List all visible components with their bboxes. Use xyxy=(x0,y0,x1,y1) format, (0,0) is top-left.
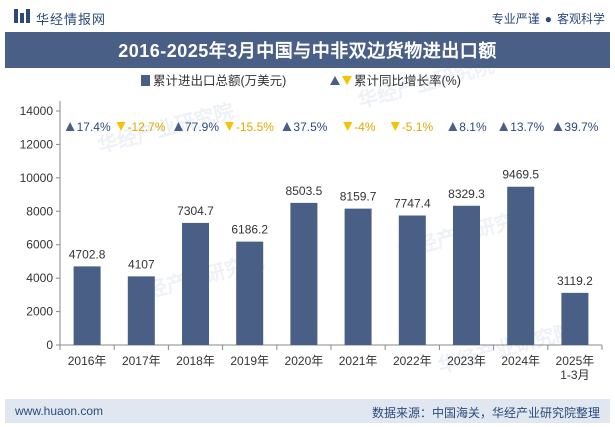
growth-up-triangle-icon xyxy=(499,122,509,131)
top-bar: 华经情报网 专业严谨 ● 客观科学 xyxy=(0,0,615,32)
brand-name: 华经情报网 xyxy=(36,12,107,27)
y-tick-label: 0 xyxy=(46,338,53,352)
bar-value-label: 7304.7 xyxy=(177,204,214,218)
y-tick-label: 10000 xyxy=(20,171,54,185)
growth-rate-label: -4% xyxy=(354,120,376,134)
y-tick-label: 6000 xyxy=(26,238,53,252)
title-bar: 2016-2025年3月中国与中非双边货物进出口额 xyxy=(5,32,610,68)
brand-logo-icon xyxy=(14,9,30,28)
footer-website: www.huaon.com xyxy=(15,404,104,418)
bar-value-label: 4702.8 xyxy=(69,247,106,261)
y-tick-label: 8000 xyxy=(26,204,53,218)
x-tick-label: 1-3月 xyxy=(560,368,589,382)
bar xyxy=(73,266,101,345)
legend-bar-label: 累计进出口总额(万美元) xyxy=(153,74,286,88)
x-tick-label: 2018年 xyxy=(176,354,215,368)
bar-value-label: 3119.2 xyxy=(557,274,593,288)
x-tick-label: 2019年 xyxy=(230,354,269,368)
chart-title: 2016-2025年3月中国与中非双边货物进出口额 xyxy=(118,41,497,61)
x-tick-label: 2022年 xyxy=(393,354,432,368)
growth-rate-label: 39.7% xyxy=(564,120,598,134)
bar xyxy=(453,205,480,345)
growth-rate-label: -5.1% xyxy=(402,120,434,134)
bar xyxy=(236,241,264,345)
x-tick-label: 2025年 xyxy=(556,354,595,368)
chart: 华经产业研究院华经产业研究院华经产业研究院华经产业研究院华经产业研究院 累计进出… xyxy=(20,68,603,382)
bar xyxy=(507,186,535,345)
footer-source: 数据来源：中国海关，华经产业研究院整理 xyxy=(371,406,600,420)
x-tick-label: 2017年 xyxy=(122,354,161,368)
x-tick-label: 2020年 xyxy=(285,354,324,368)
x-tick-label: 2023年 xyxy=(447,354,486,368)
tagline: 专业严谨 ● 客观科学 xyxy=(492,10,605,27)
growth-down-triangle-icon xyxy=(224,122,234,131)
growth-rate-label: 13.7% xyxy=(510,120,544,134)
growth-up-triangle-icon xyxy=(448,122,458,131)
growth-rate-label: 77.9% xyxy=(185,120,219,134)
brand: 华经情报网 xyxy=(14,9,106,28)
bar xyxy=(182,222,209,345)
tagline-right: 客观科学 xyxy=(556,12,605,26)
growth-rate-label: 8.1% xyxy=(459,120,487,134)
growth-rate-label: 37.5% xyxy=(293,120,327,134)
x-tick-label: 2016年 xyxy=(68,354,107,368)
growth-up-triangle-icon xyxy=(65,122,75,131)
growth-down-triangle-icon xyxy=(343,122,353,131)
growth-up-triangle-icon xyxy=(282,122,292,131)
growth-up-triangle-icon xyxy=(553,122,563,131)
bar xyxy=(561,292,589,345)
y-tick-label: 4000 xyxy=(26,271,53,285)
growth-rate-label: -12.7% xyxy=(128,120,166,134)
bar xyxy=(344,208,372,345)
y-tick-label: 12000 xyxy=(20,137,54,151)
bar-value-label: 8503.5 xyxy=(286,184,323,198)
bar xyxy=(398,215,426,345)
growth-rate-label: 17.4% xyxy=(77,120,111,134)
y-tick-label: 2000 xyxy=(26,305,53,319)
growth-labels: 17.4% -12.7% 77.9% -15.5% 37.5% -4% -5.1% 8.1% 1… xyxy=(65,120,599,134)
bar xyxy=(127,276,155,345)
footer: www.huaon.com 数据来源：中国海关，华经产业研究院整理 xyxy=(5,399,610,423)
bar xyxy=(290,202,318,345)
bar-value-label: 9469.5 xyxy=(502,168,539,182)
x-tick-label: 2021年 xyxy=(339,354,378,368)
growth-up-triangle-icon xyxy=(174,122,183,131)
tagline-left: 专业严谨 xyxy=(491,12,540,26)
legend-down-triangle-icon xyxy=(342,76,352,85)
growth-down-triangle-icon xyxy=(116,122,126,131)
growth-down-triangle-icon xyxy=(390,122,400,131)
growth-rate-label: -15.5% xyxy=(236,120,274,134)
bars: 4702.8 4107 7304.7 6186.2 8503.5 8159.7 7747.4… xyxy=(69,168,593,345)
watermarks: 华经产业研究院华经产业研究院华经产业研究院华经产业研究院华经产业研究院 xyxy=(95,68,576,378)
x-tick-label: 2024年 xyxy=(501,354,540,368)
legend-growth-label: 累计同比增长率(%) xyxy=(354,73,461,88)
y-tick-label: 14000 xyxy=(20,104,54,118)
legend: 累计进出口总额(万美元) 累计同比增长率(%) xyxy=(141,73,461,88)
tagline-dot-icon: ● xyxy=(544,12,552,26)
legend-up-triangle-icon xyxy=(330,76,340,85)
legend-bar-swatch xyxy=(141,75,150,86)
bar-value-label: 8159.7 xyxy=(340,190,377,204)
axes: 0 2000 4000 6000 8000 10000 12000 14000 2016年 201… xyxy=(20,101,603,382)
bar-value-label: 7747.4 xyxy=(394,197,431,211)
bar-value-label: 4107 xyxy=(128,257,155,271)
bar-value-label: 8329.3 xyxy=(448,187,485,201)
bar-value-label: 6186.2 xyxy=(231,223,268,237)
